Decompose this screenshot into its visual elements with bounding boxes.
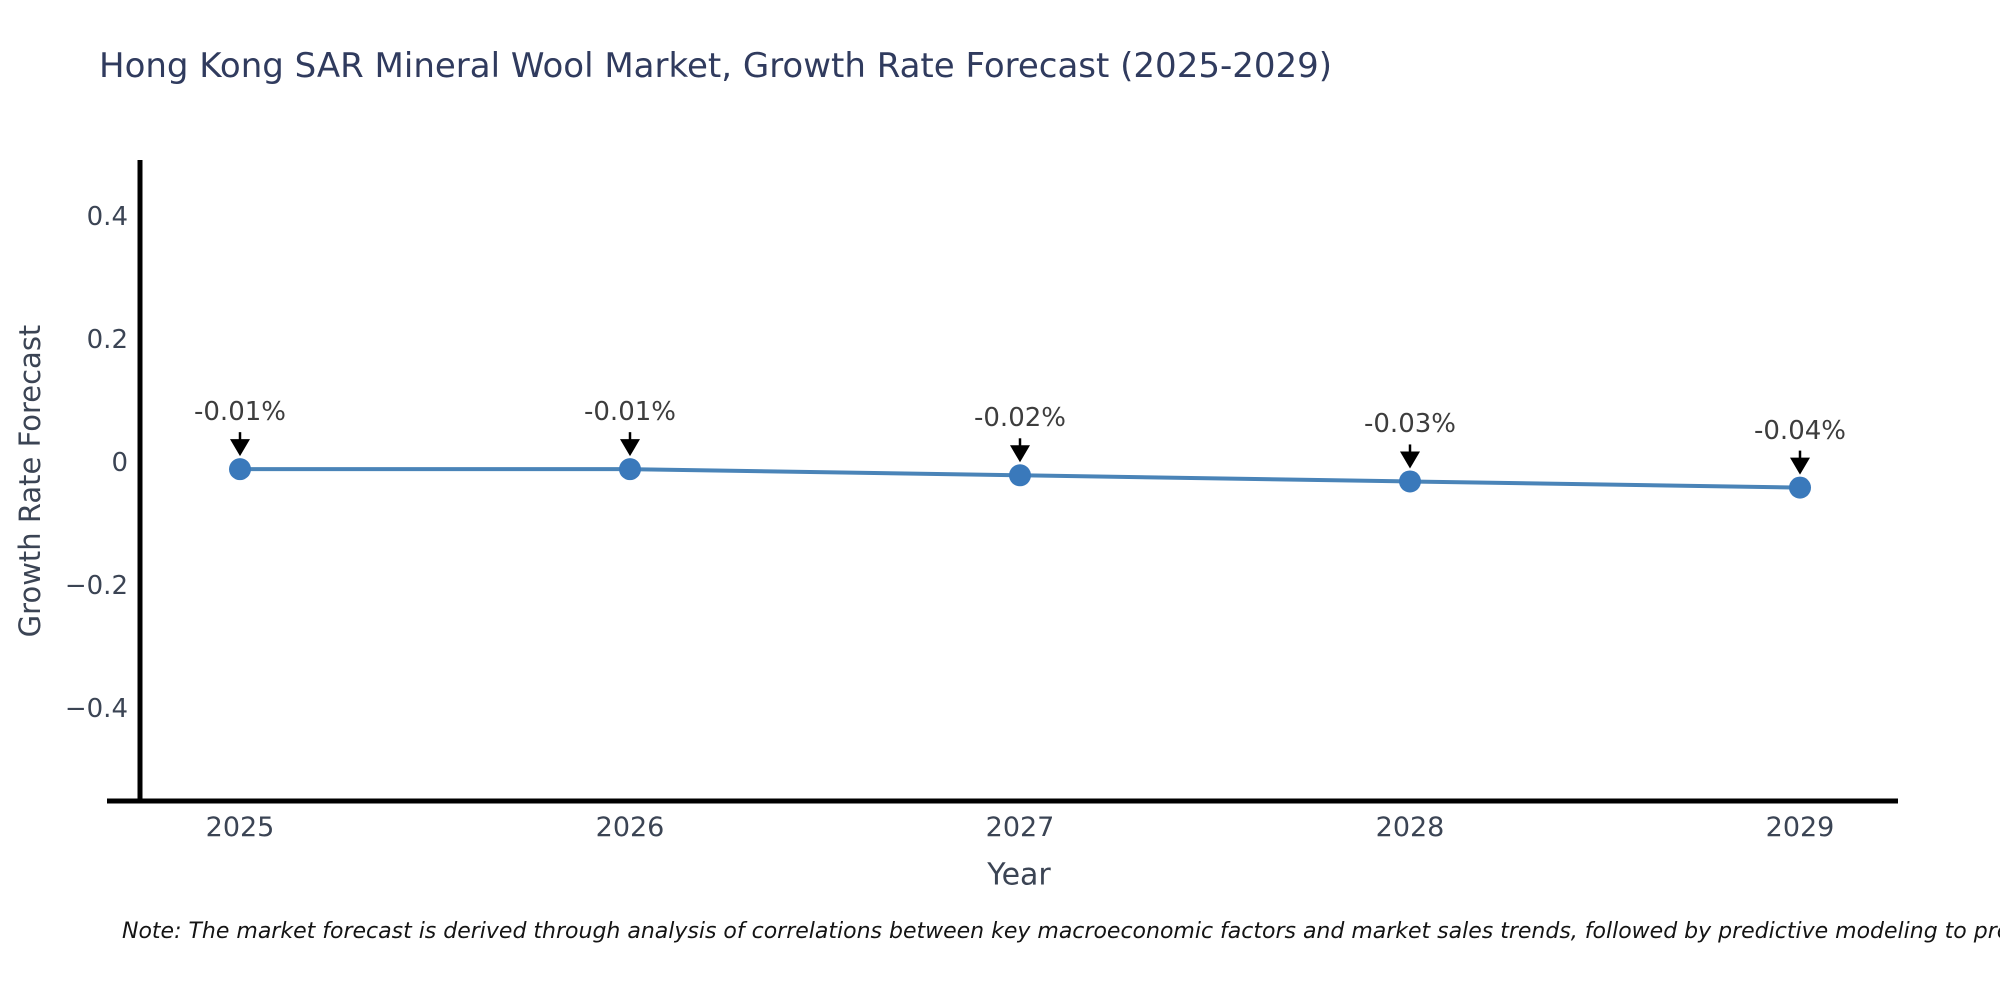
data-point-annotation: -0.01% <box>584 397 676 428</box>
data-point-annotation: -0.04% <box>1754 415 1846 446</box>
data-point-marker <box>1789 476 1811 499</box>
x-tick-label: 2029 <box>1765 812 1835 843</box>
y-tick-label: 0 <box>111 448 128 478</box>
y-tick-label: −0.4 <box>64 694 128 724</box>
data-point-annotation: -0.01% <box>194 397 286 428</box>
data-point-marker <box>619 458 641 481</box>
x-tick-label: 2025 <box>205 812 275 843</box>
chart-title: Hong Kong SAR Mineral Wool Market, Growt… <box>99 46 1333 86</box>
data-point-marker <box>229 458 251 481</box>
annotation-arrowhead <box>1790 457 1810 475</box>
y-tick-label: 0.4 <box>86 202 128 232</box>
y-tick-label: −0.2 <box>64 571 128 601</box>
annotation-arrowhead <box>620 439 640 457</box>
x-tick-label: 2028 <box>1375 812 1445 843</box>
x-tick-label: 2026 <box>595 812 665 843</box>
annotation-arrowhead <box>1010 445 1030 463</box>
data-point-marker <box>1399 470 1421 493</box>
footnote-text: Note: The market forecast is derived thr… <box>122 919 2000 944</box>
x-tick-label: 2027 <box>985 812 1055 843</box>
x-axis-title: Year <box>987 857 1051 893</box>
data-point-annotation: -0.02% <box>974 403 1066 434</box>
data-point-annotation: -0.03% <box>1364 409 1456 440</box>
annotation-arrowhead <box>230 439 250 457</box>
annotation-arrowhead <box>1400 451 1420 469</box>
data-point-marker <box>1009 464 1031 487</box>
y-tick-label: 0.2 <box>86 325 128 355</box>
